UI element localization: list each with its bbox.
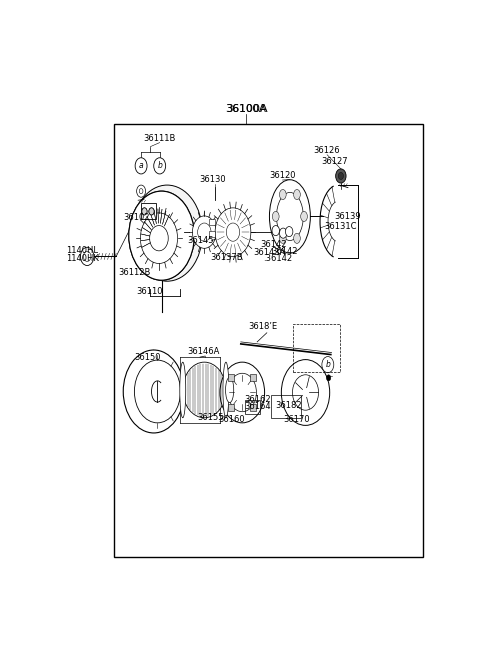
Circle shape xyxy=(220,362,264,423)
Text: 36111B: 36111B xyxy=(144,133,176,143)
Circle shape xyxy=(140,213,178,263)
Bar xyxy=(251,374,256,380)
Circle shape xyxy=(338,172,344,179)
Circle shape xyxy=(142,208,147,215)
Circle shape xyxy=(279,228,287,238)
Bar xyxy=(114,124,423,557)
Circle shape xyxy=(228,373,256,412)
Text: 36142: 36142 xyxy=(271,248,298,256)
Bar xyxy=(292,324,340,373)
Circle shape xyxy=(154,158,166,174)
Circle shape xyxy=(81,247,94,265)
Text: 36127: 36127 xyxy=(321,158,348,166)
Circle shape xyxy=(135,158,147,174)
Text: 36170: 36170 xyxy=(283,415,310,424)
Bar xyxy=(251,405,256,411)
Text: 36102: 36102 xyxy=(123,212,149,221)
Text: b: b xyxy=(157,162,162,170)
Circle shape xyxy=(336,169,346,183)
Text: 36150: 36150 xyxy=(134,353,160,362)
Circle shape xyxy=(192,216,216,248)
Text: 36130: 36130 xyxy=(199,175,226,184)
Text: 36131C: 36131C xyxy=(324,221,357,231)
Ellipse shape xyxy=(294,189,300,200)
Text: 36146A: 36146A xyxy=(187,347,219,356)
Bar xyxy=(228,374,234,380)
Circle shape xyxy=(215,208,251,256)
Text: 36137B: 36137B xyxy=(210,254,242,263)
Ellipse shape xyxy=(279,233,286,243)
Ellipse shape xyxy=(279,189,286,200)
Bar xyxy=(209,231,215,237)
Text: 3618’E: 3618’E xyxy=(248,322,277,330)
Ellipse shape xyxy=(294,233,300,243)
Text: 36120: 36120 xyxy=(269,171,296,180)
Circle shape xyxy=(149,208,154,215)
Ellipse shape xyxy=(223,362,229,418)
Text: 36160: 36160 xyxy=(218,415,245,424)
Circle shape xyxy=(139,189,143,194)
Ellipse shape xyxy=(273,212,279,221)
Text: a: a xyxy=(139,162,144,170)
Ellipse shape xyxy=(269,180,311,253)
Bar xyxy=(228,405,234,411)
Circle shape xyxy=(129,191,194,280)
Circle shape xyxy=(292,374,319,410)
Text: 36164: 36164 xyxy=(244,402,271,411)
Bar xyxy=(209,219,215,225)
Text: 36100A: 36100A xyxy=(226,104,266,114)
Ellipse shape xyxy=(183,362,226,418)
Circle shape xyxy=(149,208,154,215)
Text: 36142: 36142 xyxy=(260,240,287,249)
Text: 36145: 36145 xyxy=(187,236,214,245)
Circle shape xyxy=(129,191,194,280)
Ellipse shape xyxy=(276,193,303,240)
Text: 1140HL: 1140HL xyxy=(66,246,98,256)
Circle shape xyxy=(142,208,147,215)
Circle shape xyxy=(134,360,180,423)
Bar xyxy=(271,395,301,418)
Ellipse shape xyxy=(226,377,234,403)
Text: 36143A: 36143A xyxy=(253,248,286,257)
Text: 36112B: 36112B xyxy=(118,268,151,277)
Text: 36162: 36162 xyxy=(244,395,271,403)
Text: 36100A: 36100A xyxy=(225,104,267,114)
Text: 36110: 36110 xyxy=(136,287,163,296)
Circle shape xyxy=(123,350,184,433)
Circle shape xyxy=(281,359,330,425)
Circle shape xyxy=(137,185,145,197)
Text: .36142: .36142 xyxy=(263,254,292,263)
Circle shape xyxy=(326,374,331,381)
Text: b: b xyxy=(325,360,330,369)
Text: 36182: 36182 xyxy=(275,401,301,410)
Text: 36126: 36126 xyxy=(314,146,340,155)
Ellipse shape xyxy=(300,212,307,221)
Text: 1140HK: 1140HK xyxy=(66,254,99,263)
Bar xyxy=(245,399,260,414)
Circle shape xyxy=(322,357,334,373)
Circle shape xyxy=(140,213,178,263)
Text: 36155: 36155 xyxy=(197,413,224,422)
Circle shape xyxy=(84,252,91,261)
Circle shape xyxy=(132,185,203,281)
Bar xyxy=(141,203,156,219)
Circle shape xyxy=(286,227,293,237)
Text: 36139: 36139 xyxy=(335,212,361,221)
Ellipse shape xyxy=(180,362,186,418)
Circle shape xyxy=(272,225,279,236)
